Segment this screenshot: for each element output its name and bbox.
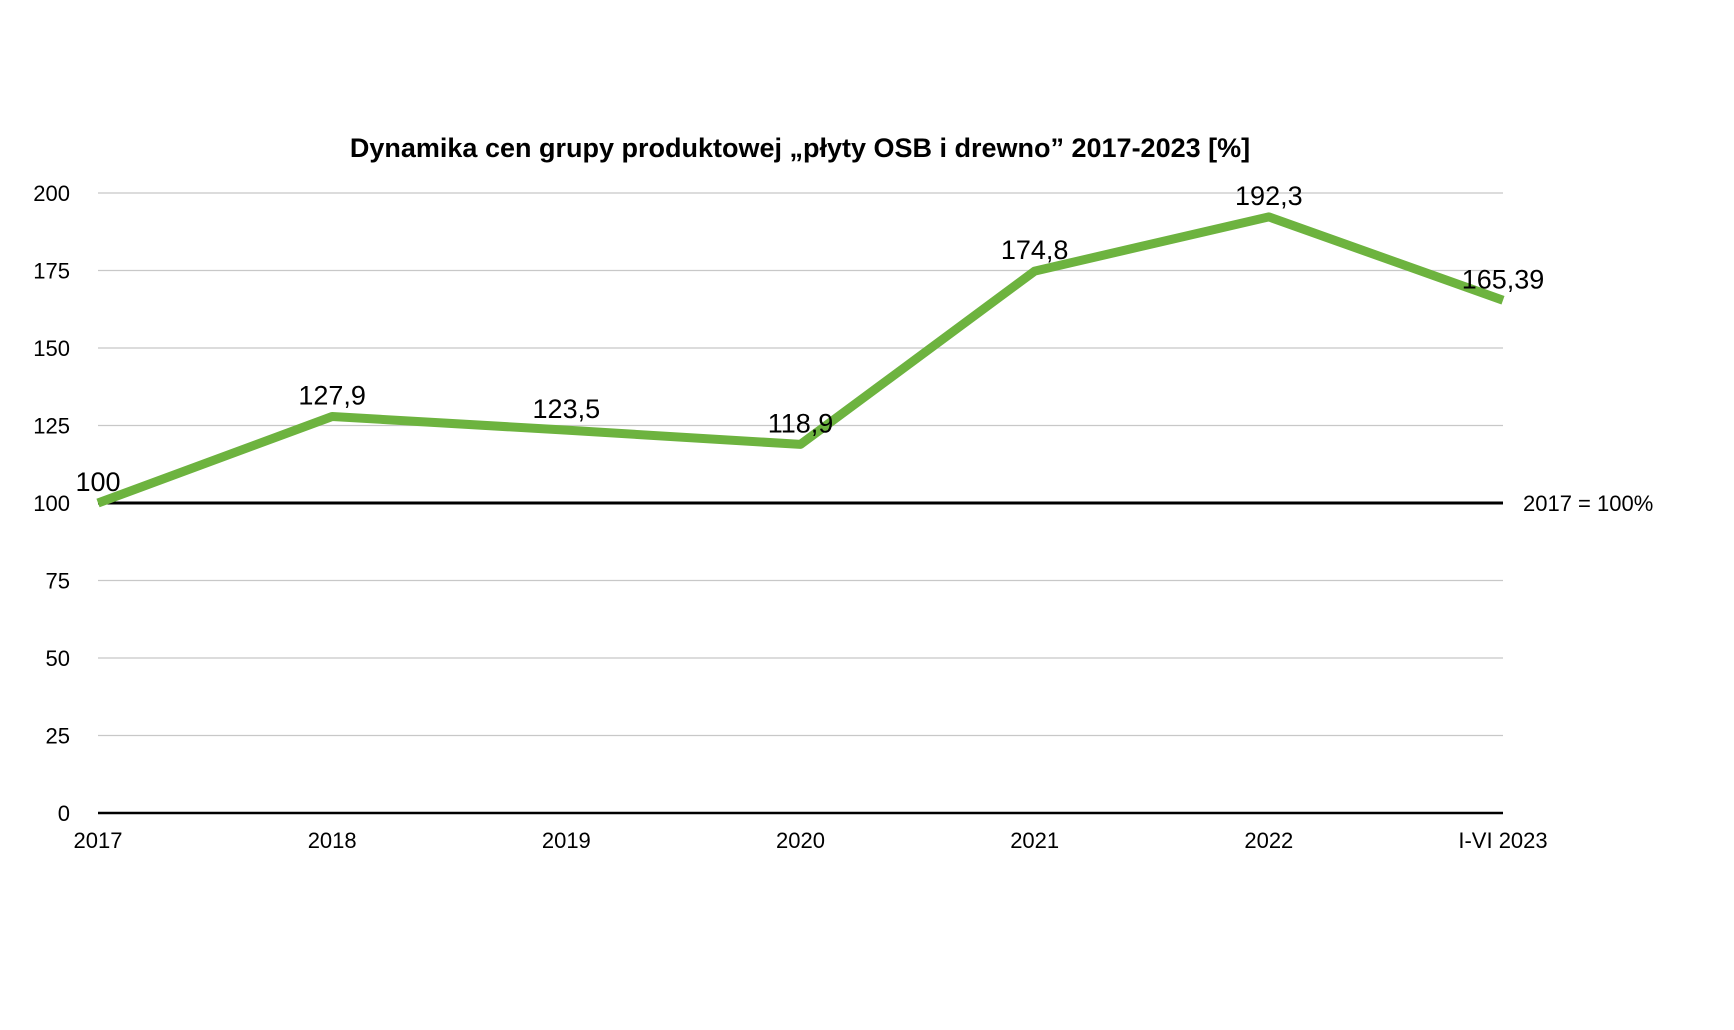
x-tick-label: 2019 [542,828,591,853]
x-tick-label: I-VI 2023 [1458,828,1547,853]
chart-title: Dynamika cen grupy produktowej „płyty OS… [350,133,1250,163]
data-label: 192,3 [1235,181,1303,211]
y-tick-label: 25 [46,724,70,749]
y-tick-label: 75 [46,569,70,594]
x-tick-label: 2018 [308,828,357,853]
x-tick-label: 2021 [1010,828,1059,853]
data-labels: 100 127,9 123,5 118,9 174,8 192,3 165,39 [75,181,1544,497]
gridlines [98,192,1503,737]
y-tick-label: 200 [33,181,70,206]
data-label: 174,8 [1001,235,1069,265]
y-tick-label: 150 [33,336,70,361]
x-tick-label: 2020 [776,828,825,853]
y-tick-label: 125 [33,414,70,439]
x-tick-label: 2022 [1244,828,1293,853]
data-label: 100 [75,467,120,497]
x-tick-label: 2017 [74,828,123,853]
y-axis: 0 25 50 75 100 125 150 175 200 [33,181,70,826]
y-tick-label: 100 [33,491,70,516]
y-tick-label: 50 [46,646,70,671]
data-label: 123,5 [533,394,601,424]
y-tick-label: 175 [33,259,70,284]
data-label: 165,39 [1462,264,1545,294]
y-tick-label: 0 [58,801,70,826]
reference-line-label: 2017 = 100% [1523,491,1653,516]
data-label: 118,9 [768,408,834,438]
series-line [96,212,1505,508]
data-label: 127,9 [298,381,366,411]
x-axis: 2017 2018 2019 2020 2021 2022 I-VI 2023 [74,828,1548,853]
